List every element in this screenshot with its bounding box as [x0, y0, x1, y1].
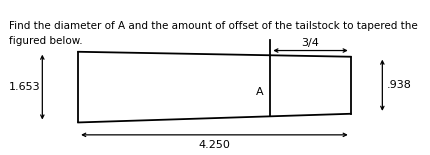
Text: figured below.: figured below. — [9, 36, 82, 46]
Text: Find the diameter of A and the amount of offset of the tailstock to tapered the: Find the diameter of A and the amount of… — [9, 21, 416, 31]
Text: 3/4: 3/4 — [301, 38, 319, 48]
Text: 4.250: 4.250 — [198, 140, 230, 150]
Text: .938: .938 — [386, 80, 411, 90]
Text: 1.653: 1.653 — [9, 82, 40, 92]
Text: A: A — [255, 87, 263, 97]
